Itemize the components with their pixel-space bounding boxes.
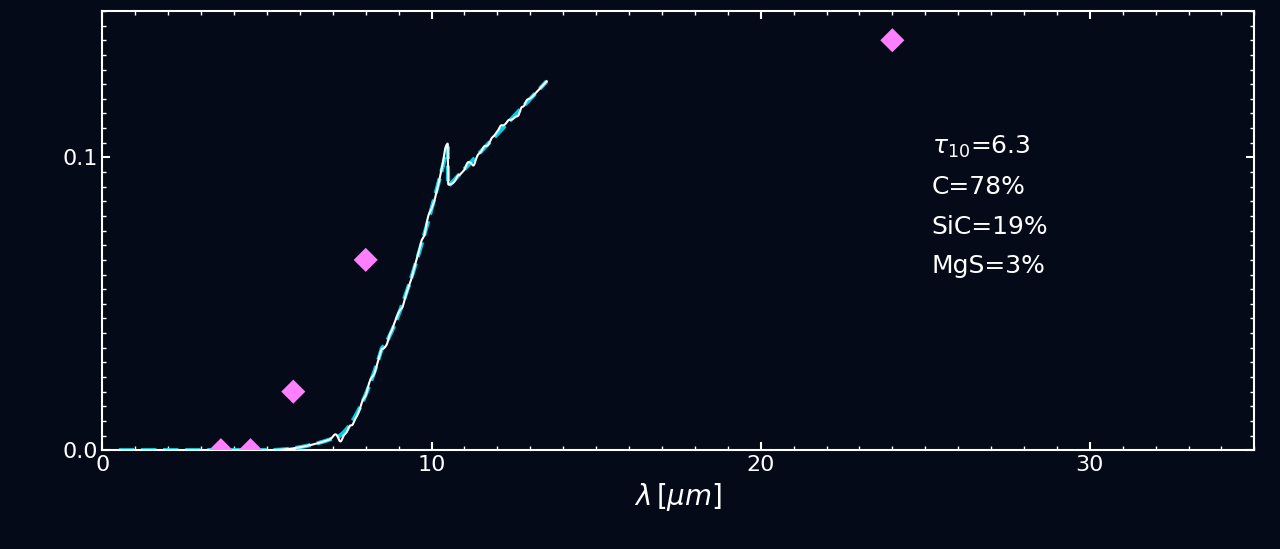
- Point: [356, 255, 376, 264]
- X-axis label: $\lambda\,[\mu m]$: $\lambda\,[\mu m]$: [635, 480, 722, 513]
- Point: [283, 387, 303, 396]
- Text: $\tau_{10}$=6.3
C=78%
SiC=19%
MgS=3%: $\tau_{10}$=6.3 C=78% SiC=19% MgS=3%: [932, 134, 1048, 278]
- Point: [241, 446, 261, 455]
- Point: [882, 36, 902, 44]
- Point: [211, 446, 232, 455]
